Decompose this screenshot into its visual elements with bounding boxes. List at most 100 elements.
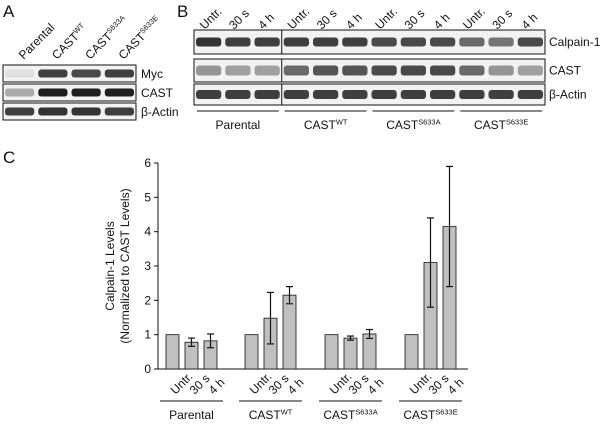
group-label: Parental — [169, 408, 214, 422]
panel-b-band — [430, 37, 456, 47]
bar — [165, 334, 180, 370]
panel-b-band — [400, 37, 426, 47]
panel-a-band — [104, 69, 134, 78]
panel-a-band — [104, 107, 134, 116]
panel-b-band — [196, 65, 222, 76]
panel-b-group-labels: Parental CASTWT CASTS633A CASTS633E — [197, 110, 542, 132]
group-label: CASTS633A — [323, 407, 377, 422]
panel-b-band — [313, 90, 339, 99]
panel-b-band — [196, 90, 222, 99]
panel-b-blot-label: Calpain-1 — [549, 35, 600, 49]
group-label-base: CAST — [403, 408, 436, 422]
panel-a-band — [5, 88, 35, 97]
y-tick-label: 2 — [144, 293, 151, 307]
panel-b-lane-label: 30 s — [489, 6, 515, 32]
bar — [343, 337, 358, 370]
panel-a-band — [71, 88, 101, 97]
panel-b-band — [430, 65, 456, 76]
panel-b-band — [517, 90, 543, 99]
panel-a-band — [5, 107, 35, 116]
y-tick-label: 1 — [144, 328, 151, 342]
panel-b-band — [430, 90, 456, 99]
y-axis-label-line2: (Normalized to CAST Levels) — [118, 188, 132, 343]
panel-b-group-label: CASTS633E — [474, 117, 528, 132]
panel-a-blot-strip — [2, 64, 137, 83]
bar — [324, 334, 339, 370]
group-label-sup: S633A — [355, 407, 377, 416]
panel-a-blot-label: β-Actin — [141, 105, 179, 119]
panel-b-lane-label: 30 s — [402, 6, 428, 32]
panel-b-band — [225, 90, 251, 99]
panel-a-lane-label-sup: S633A — [105, 13, 127, 35]
panel-b-group-label-base: CAST — [386, 118, 419, 132]
panel-b-band — [488, 65, 514, 76]
y-tick-label: 6 — [144, 156, 151, 170]
panel-b-lane-label: 4 h — [255, 10, 277, 32]
panel-b-band — [517, 65, 543, 76]
panel-b-label: B — [177, 2, 188, 21]
panel-b-band — [196, 37, 222, 47]
panel-b-band — [371, 90, 397, 99]
panel-a-blot-label: CAST — [141, 86, 174, 100]
panel-b-blot-strip — [193, 29, 546, 55]
panel-b-lane-label: Untr. — [197, 4, 225, 32]
panel-b-band — [342, 65, 368, 76]
y-tick-label: 4 — [144, 225, 151, 239]
panel-a-band — [71, 107, 101, 116]
panel-b-band — [283, 90, 309, 99]
panel-b-band — [313, 37, 339, 47]
panel-b-band — [400, 90, 426, 99]
group-label-base: CAST — [249, 408, 282, 422]
panel-b-lane-label: 4 h — [431, 10, 453, 32]
panel-b-band — [283, 65, 309, 76]
panel-a-lane-label-sup: S633E — [138, 13, 160, 35]
panel-b-lane-label: 30 s — [226, 6, 252, 32]
y-axis-label-line1: Calpain-1 Levels — [103, 221, 117, 310]
panel-a-blot-strip — [2, 83, 137, 102]
panel-a-lane-label: Parental — [16, 21, 58, 63]
panel-b-lane-label: 4 h — [519, 10, 541, 32]
panel-b-band — [254, 37, 280, 47]
y-tick-label: 3 — [144, 259, 151, 273]
bar — [404, 334, 419, 370]
panel-b-group-label-base: CAST — [474, 118, 507, 132]
group-label: CASTS633E — [403, 407, 457, 422]
panel-c-label: C — [3, 148, 15, 167]
panel-b-lane-label: Untr. — [285, 4, 313, 32]
panel-b-lane-label: 30 s — [314, 6, 340, 32]
group-label-sup: WT — [281, 407, 293, 416]
panel-a-band — [71, 69, 101, 78]
panel-a-band — [38, 69, 68, 78]
panel-b-band — [459, 37, 485, 47]
group-label-base: Parental — [169, 408, 214, 422]
panel-b-lane-label: 4 h — [343, 10, 365, 32]
panel-b-band — [283, 37, 309, 47]
panel-b-band — [371, 65, 397, 76]
panel-b-band — [459, 65, 485, 76]
group-label-sup: S633E — [435, 407, 457, 416]
group-label-base: CAST — [323, 408, 356, 422]
chart-bars — [165, 165, 457, 370]
panel-a-band — [104, 88, 134, 97]
panel-b-band — [488, 90, 514, 99]
panel-b-band — [254, 65, 280, 76]
panel-b-band — [459, 90, 485, 99]
panel-a-band — [38, 107, 68, 116]
panel-b-blots: Calpain-1 CAST β-Actin — [193, 29, 600, 106]
panel-a-blots: Myc CAST β-Actin — [2, 64, 179, 121]
panel-b-lane-label: Untr. — [372, 4, 400, 32]
panel-b-band — [517, 37, 543, 47]
y-tick-label: 0 — [144, 362, 151, 376]
panel-a-lane-label-base: Parental — [16, 21, 58, 63]
panel-b-group-label: CASTWT — [304, 117, 348, 132]
panel-b-lane-label: Untr. — [460, 4, 488, 32]
group-label: CASTWT — [249, 407, 293, 422]
panel-a-blot-label: Myc — [141, 67, 163, 81]
panel-b-group-label-base: CAST — [304, 118, 337, 132]
panel-a-label: A — [3, 2, 15, 21]
panel-b-group-label: Parental — [216, 118, 261, 132]
bar — [282, 294, 297, 370]
